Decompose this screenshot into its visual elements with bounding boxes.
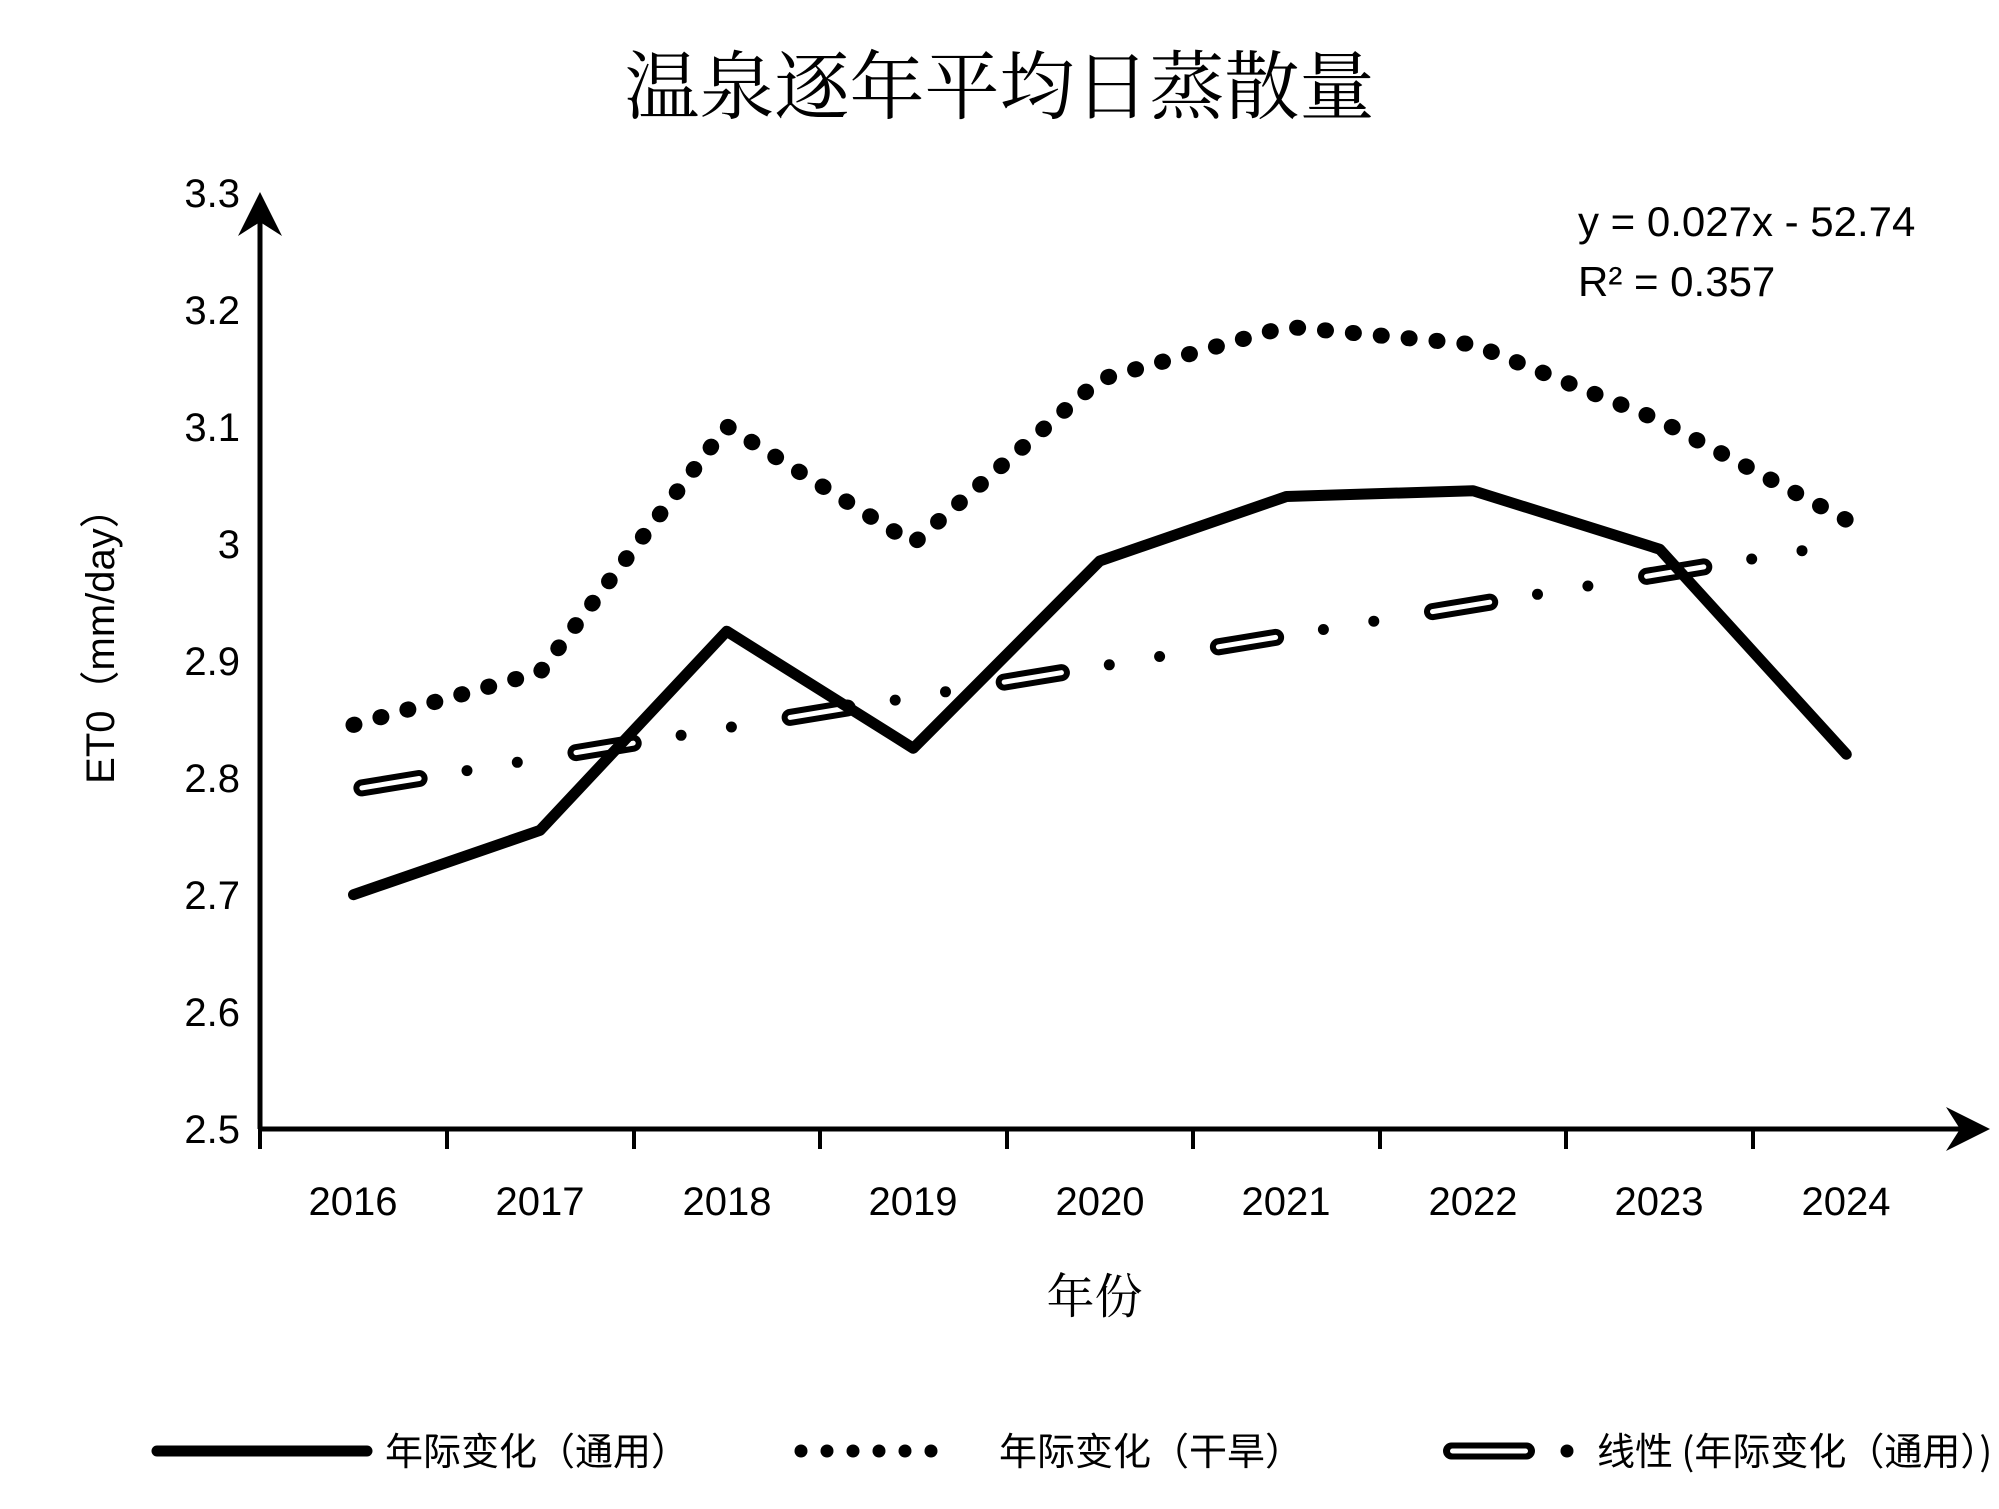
- svg-text:年际变化（通用）: 年际变化（通用）: [385, 1421, 689, 1476]
- svg-text:线性 (年际变化（通用）): 线性 (年际变化（通用）): [1597, 1421, 1992, 1476]
- svg-text:年际变化（干旱）: 年际变化（干旱）: [999, 1421, 1303, 1476]
